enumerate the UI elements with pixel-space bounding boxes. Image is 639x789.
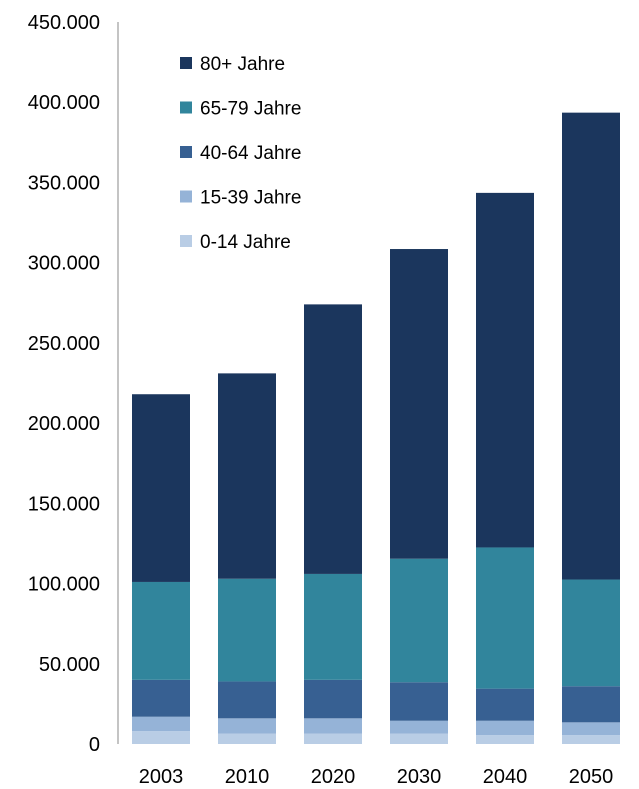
bar-segment — [218, 733, 276, 744]
x-tick-label: 2020 — [311, 766, 356, 788]
bar-segment — [304, 573, 362, 680]
bar-segment — [390, 249, 448, 559]
x-tick-label: 2003 — [139, 766, 184, 788]
bar-segment — [476, 688, 534, 721]
y-tick-label: 350.000 — [28, 172, 100, 194]
bar-segment — [304, 718, 362, 734]
x-tick-label: 2010 — [225, 766, 270, 788]
bar-segment — [562, 735, 620, 744]
x-tick-label: 2040 — [483, 766, 528, 788]
bar-segment — [390, 733, 448, 744]
legend-swatch — [180, 235, 192, 247]
bar-segment — [304, 733, 362, 744]
bar-segment — [476, 192, 534, 548]
y-tick-label: 50.000 — [39, 654, 100, 676]
bar-segment — [304, 304, 362, 574]
bar-segment — [476, 547, 534, 689]
bar-segment — [132, 716, 190, 732]
x-tick-label: 2050 — [569, 766, 614, 788]
y-tick-label: 200.000 — [28, 413, 100, 435]
legend-label: 15-39 Jahre — [200, 188, 301, 209]
y-tick-label: 150.000 — [28, 493, 100, 515]
y-tick-label: 300.000 — [28, 253, 100, 275]
bar-segment — [390, 682, 448, 721]
bar-segment — [218, 373, 276, 579]
bar-segment — [562, 722, 620, 736]
legend-swatch — [180, 190, 192, 203]
legend-label: 80+ Jahre — [200, 54, 285, 75]
bar-segment — [218, 681, 276, 719]
legend-swatch — [180, 101, 192, 114]
bar-segment — [218, 578, 276, 682]
bar-segment — [132, 394, 190, 582]
bar-segment — [218, 718, 276, 734]
bar-segment — [476, 735, 534, 744]
bar-segment — [476, 720, 534, 736]
y-tick-label: 250.000 — [28, 333, 100, 355]
legend-label: 40-64 Jahre — [200, 143, 301, 164]
legend-label: 0-14 Jahre — [200, 232, 291, 253]
bar-segment — [132, 679, 190, 717]
bar-segment — [562, 579, 620, 687]
x-tick-label: 2030 — [397, 766, 442, 788]
bar-segment — [390, 558, 448, 683]
bar-segment — [132, 731, 190, 744]
y-tick-label: 0 — [89, 734, 100, 756]
y-tick-label: 450.000 — [28, 12, 100, 34]
bar-segment — [562, 112, 620, 580]
y-tick-label: 400.000 — [28, 92, 100, 114]
bar-segment — [562, 686, 620, 723]
legend-label: 65-79 Jahre — [200, 99, 301, 120]
legend-swatch — [180, 57, 192, 69]
bar-segment — [390, 720, 448, 734]
bar-segment — [132, 581, 190, 680]
legend-swatch — [180, 146, 192, 158]
bar-segment — [304, 679, 362, 719]
y-tick-label: 100.000 — [28, 574, 100, 596]
